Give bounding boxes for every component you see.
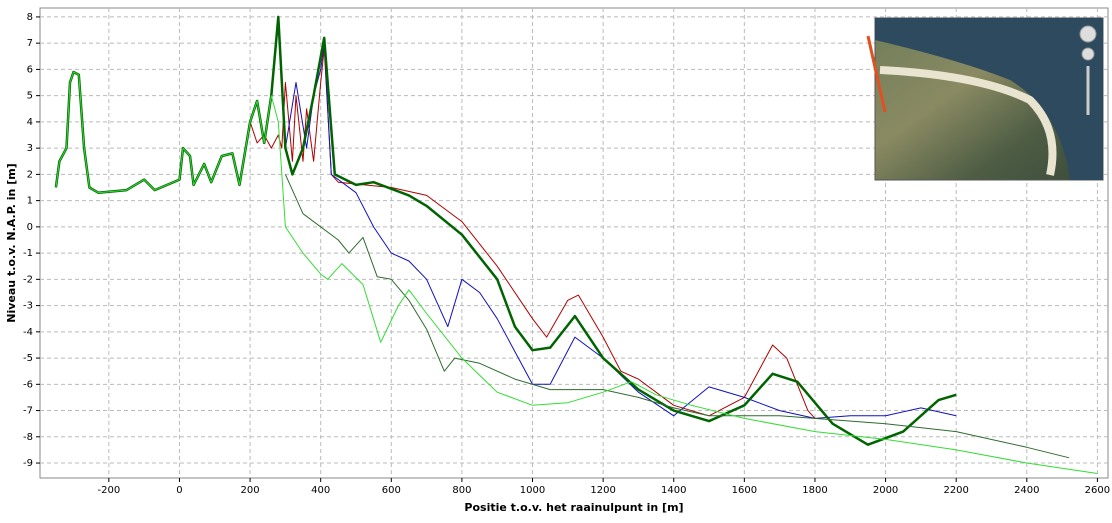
y-tick-label: -5 xyxy=(23,353,33,364)
series-line xyxy=(284,174,1070,459)
beach xyxy=(879,66,1057,176)
y-tick-label: -8 xyxy=(23,432,33,443)
y-tick-label: 4 xyxy=(27,117,33,128)
series-line xyxy=(55,71,1098,474)
transect xyxy=(866,35,887,113)
x-tick-label: 200 xyxy=(241,485,260,496)
grid xyxy=(40,8,1108,478)
y-tick-label: -1 xyxy=(23,248,33,259)
zoom-control xyxy=(1081,47,1095,61)
lines xyxy=(54,15,1098,474)
x-tick-label: 600 xyxy=(382,485,401,496)
y-tick-label: 2 xyxy=(27,169,33,180)
y-tick-label: -4 xyxy=(23,327,33,338)
y-tick-label: -3 xyxy=(23,301,33,312)
y-tick-label: -9 xyxy=(23,458,33,469)
y-tick-label: -7 xyxy=(23,406,33,417)
labels: -200 0 200 400 600 800 1000 1200 1400 1600 1800 200… xyxy=(23,12,1110,496)
x-tick-label: 1000 xyxy=(520,485,545,496)
y-tick-label: 3 xyxy=(27,143,33,154)
y-tick-label: -2 xyxy=(23,274,33,285)
inset-photo xyxy=(866,17,1104,181)
y-tick-label: 7 xyxy=(27,38,33,49)
x-tick-label: 2400 xyxy=(1014,485,1039,496)
x-tick-label: 800 xyxy=(452,485,471,496)
y-tick-label: 5 xyxy=(27,91,33,102)
x-tick-label: 0 xyxy=(176,485,182,496)
x-tick-label: 2200 xyxy=(943,485,968,496)
x-axis-title: Positie t.o.v. het raainulpunt in [m] xyxy=(464,501,683,514)
y-tick-label: 0 xyxy=(27,222,33,233)
y-tick-label: 1 xyxy=(27,196,33,207)
x-tick-label: 1600 xyxy=(732,485,757,496)
y-tick-label: -6 xyxy=(23,379,33,390)
nav-control xyxy=(1079,25,1097,43)
y-tick-label: 8 xyxy=(27,12,33,23)
sea xyxy=(875,18,1103,180)
x-tick-label: 1400 xyxy=(661,485,686,496)
x-tick-label: 1200 xyxy=(590,485,615,496)
y-axis-title: Niveau t.o.v. N.A.P. in [m] xyxy=(5,163,18,322)
x-tick-label: -200 xyxy=(97,485,120,496)
x-tick-label: 2600 xyxy=(1085,485,1110,496)
x-tick-label: 1800 xyxy=(802,485,827,496)
x-tick-label: 400 xyxy=(311,485,330,496)
x-tick-label: 2000 xyxy=(873,485,898,496)
y-tick-label: 6 xyxy=(27,64,33,75)
